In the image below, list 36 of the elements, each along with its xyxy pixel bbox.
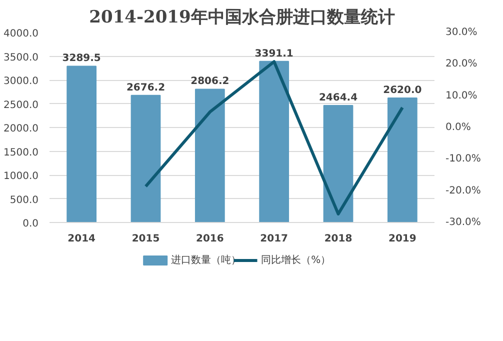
x-tick-label: 2014	[68, 234, 96, 244]
bar	[323, 104, 354, 222]
y-tick-label: 1000.0	[4, 171, 39, 182]
bar	[194, 88, 225, 222]
data-label: 2620.0	[383, 85, 422, 96]
y2-tick-label: -10.0%	[446, 154, 481, 165]
x-tick-label: 2016	[196, 234, 224, 244]
y-tick-label: 0.0	[22, 218, 39, 230]
x-tick-label: 2015	[132, 234, 160, 244]
y-tick-label: 2500.0	[4, 100, 39, 111]
y2-tick-label: 0.0%	[446, 122, 471, 133]
data-label: 3289.5	[62, 53, 101, 64]
data-label: 3391.1	[254, 48, 294, 60]
y-tick-label: 3500.0	[4, 52, 39, 64]
y-tick-label: 1500.0	[4, 147, 39, 158]
legend-label: 同比增长（%）	[261, 254, 331, 266]
bar	[66, 66, 97, 222]
bar	[259, 60, 290, 222]
y-tick-label: 500.0	[10, 194, 39, 206]
y-tick-label: 4000.0	[4, 28, 39, 40]
chart-title: 2014-2019年中国水合肼进口数量统计	[89, 8, 395, 28]
bar	[130, 94, 161, 222]
y-tick-label: 2000.0	[4, 124, 39, 134]
data-label: 2676.2	[126, 82, 166, 94]
y2-tick-label: 20.0%	[446, 58, 478, 70]
data-label: 2464.4	[318, 92, 358, 104]
data-label: 2806.2	[190, 76, 230, 88]
y2-tick-label: 10.0%	[446, 90, 478, 102]
y2-tick-label: 30.0%	[446, 27, 478, 38]
x-tick-label: 2018	[324, 234, 352, 244]
y2-tick-label: -20.0%	[446, 185, 481, 196]
y-tick-label: 3000.0	[4, 76, 39, 87]
y2-tick-label: -30.0%	[446, 217, 481, 228]
bar	[387, 98, 418, 222]
x-tick-label: 2019	[388, 234, 416, 244]
x-tick-label: 2017	[260, 234, 288, 244]
